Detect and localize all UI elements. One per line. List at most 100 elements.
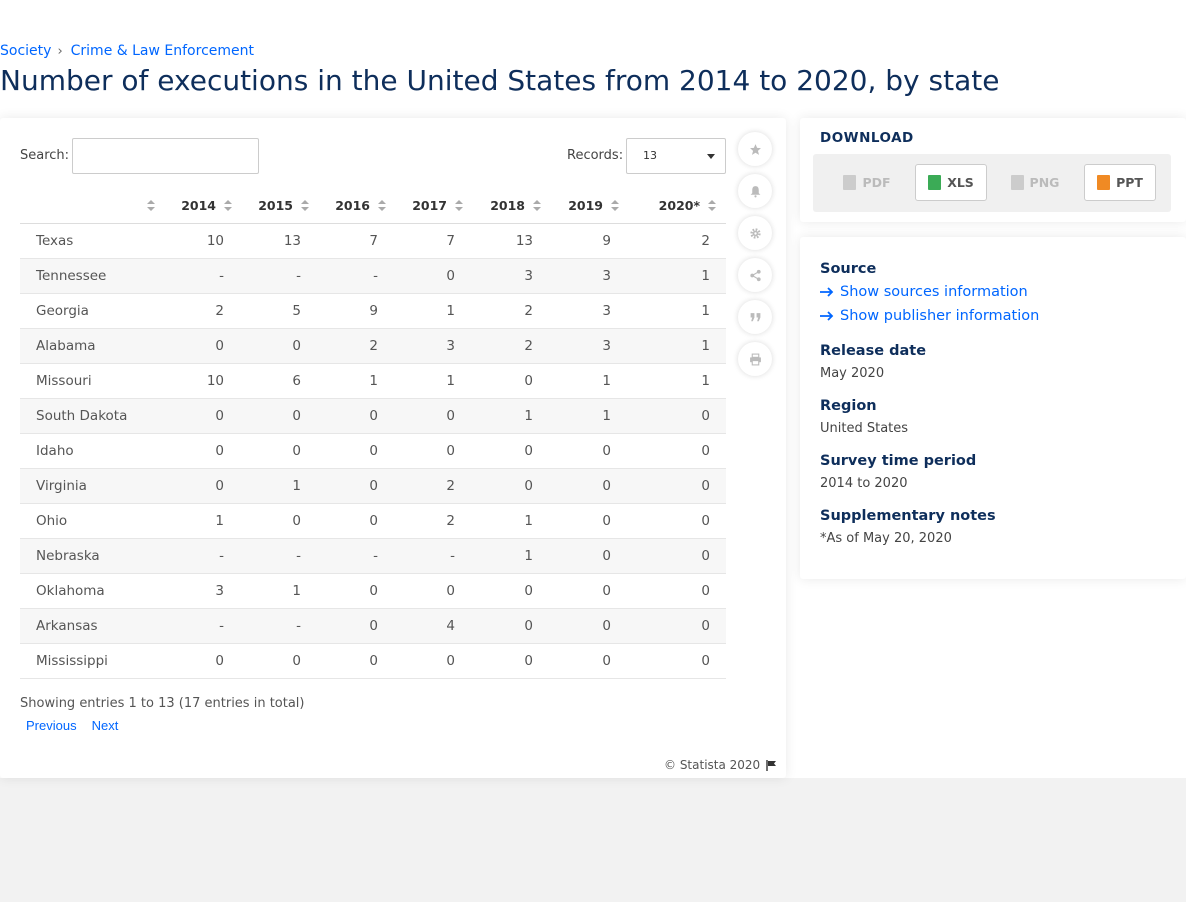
records-label: Records: [567, 148, 624, 163]
value-cell: 0 [396, 573, 473, 609]
download-pdf-label: PDF [862, 175, 891, 190]
value-cell: 0 [473, 363, 551, 399]
value-cell: 0 [551, 608, 629, 644]
print-button[interactable] [738, 342, 772, 376]
share-button[interactable] [738, 258, 772, 292]
value-cell: 2 [165, 293, 242, 329]
state-cell: South Dakota [20, 398, 165, 434]
notes-value: *As of May 20, 2020 [820, 531, 952, 546]
previous-button[interactable]: Previous [26, 718, 77, 733]
value-cell: 1 [396, 363, 473, 399]
value-cell: 6 [242, 363, 319, 399]
state-cell: Idaho [20, 433, 165, 469]
copyright: © Statista 2020 [664, 758, 777, 772]
download-png-label: PNG [1029, 175, 1060, 190]
column-header[interactable]: 2019 [551, 188, 629, 224]
table-row: Alabama 0 0 2 3 2 3 1 [20, 328, 726, 364]
column-header-label: 2019 [568, 197, 603, 213]
download-title: DOWNLOAD [820, 130, 914, 146]
notification-button[interactable] [738, 174, 772, 208]
value-cell: - [242, 608, 319, 644]
value-cell: 1 [629, 363, 726, 399]
data-table: 2014 2015 2016 2017 2018 2019 2020* Texas 10 13 7… [20, 188, 726, 679]
favorite-button[interactable] [738, 132, 772, 166]
arrow-right-icon [820, 287, 834, 297]
print-icon [749, 353, 761, 365]
table-row: Texas 10 13 7 7 13 9 2 [20, 223, 726, 259]
flag-icon[interactable] [766, 759, 777, 771]
value-cell: 1 [242, 468, 319, 504]
value-cell: 0 [629, 468, 726, 504]
region-value: United States [820, 421, 909, 436]
state-cell: Texas [20, 223, 165, 259]
column-header-label: 2015 [258, 197, 293, 213]
show-publisher-link[interactable]: Show publisher information [820, 308, 1039, 324]
info-card: Source Show sources information Show pub… [800, 237, 1186, 579]
table-row: Arkansas - -0 4 0 0 0 [20, 608, 726, 644]
show-sources-link[interactable]: Show sources information [820, 284, 1028, 300]
value-cell: 0 [242, 328, 319, 364]
value-cell: 0 [629, 398, 726, 434]
value-cell: 0 [551, 433, 629, 469]
column-header[interactable]: 2018 [473, 188, 551, 224]
breadcrumb-society[interactable]: Society [0, 43, 52, 59]
value-cell: 13 [242, 223, 319, 259]
table-row: Missouri 10 6 1 1 0 1 1 [20, 363, 726, 399]
value-cell: 5 [242, 293, 319, 329]
value-cell: 1 [242, 573, 319, 609]
state-cell: Missouri [20, 363, 165, 399]
state-cell: Alabama [20, 328, 165, 364]
next-button[interactable]: Next [91, 718, 119, 733]
download-xls-button[interactable]: XLS [915, 164, 987, 201]
table-row: Nebraska - - - -1 0 0 [20, 538, 726, 574]
caret-down-icon [707, 154, 715, 159]
column-header[interactable]: 2015 [242, 188, 319, 224]
value-cell: - [165, 538, 242, 574]
value-cell: - [165, 608, 242, 644]
value-cell: 0 [473, 468, 551, 504]
state-cell: Virginia [20, 468, 165, 504]
quote-icon [750, 312, 760, 321]
search-input[interactable] [72, 138, 259, 174]
value-cell: 0 [319, 433, 396, 469]
state-cell: Georgia [20, 293, 165, 329]
download-card: DOWNLOAD PDF XLS PNG PPT [800, 118, 1186, 222]
cite-button[interactable] [738, 300, 772, 334]
download-ppt-button[interactable]: PPT [1084, 164, 1156, 201]
settings-button[interactable] [738, 216, 772, 250]
bell-icon [750, 185, 760, 197]
column-header[interactable]: 2014 [165, 188, 242, 224]
records-select[interactable]: 13 [626, 138, 726, 174]
value-cell: 3 [551, 258, 629, 294]
value-cell: 9 [551, 223, 629, 259]
value-cell: 2 [396, 503, 473, 539]
value-cell: 3 [473, 258, 551, 294]
release-value: May 2020 [820, 366, 885, 381]
column-header[interactable]: 2017 [396, 188, 473, 224]
column-header-state[interactable] [20, 188, 165, 224]
region-heading: Region [820, 398, 877, 414]
value-cell: 2 [396, 468, 473, 504]
search-label: Search: [20, 148, 70, 163]
download-png-button[interactable]: PNG [999, 164, 1071, 201]
value-cell: 0 [551, 573, 629, 609]
value-cell: 0 [242, 503, 319, 539]
value-cell: 1 [473, 538, 551, 574]
value-cell: 0 [319, 573, 396, 609]
download-pdf-button[interactable]: PDF [831, 164, 903, 201]
column-header[interactable]: 2016 [319, 188, 396, 224]
value-cell: 2 [473, 328, 551, 364]
sort-icon [301, 200, 309, 212]
page-title: Number of executions in the United State… [0, 64, 1000, 97]
value-cell: 0 [473, 433, 551, 469]
value-cell: 0 [242, 433, 319, 469]
sort-icon [224, 200, 232, 212]
value-cell: 0 [551, 538, 629, 574]
value-cell: 10 [165, 363, 242, 399]
table-row: Idaho 0 0 0 0 0 0 0 [20, 433, 726, 469]
value-cell: 0 [165, 468, 242, 504]
column-header[interactable]: 2020* [629, 188, 726, 224]
value-cell: 1 [629, 258, 726, 294]
breadcrumb-crime-law[interactable]: Crime & Law Enforcement [70, 43, 254, 59]
gear-icon [749, 227, 761, 239]
